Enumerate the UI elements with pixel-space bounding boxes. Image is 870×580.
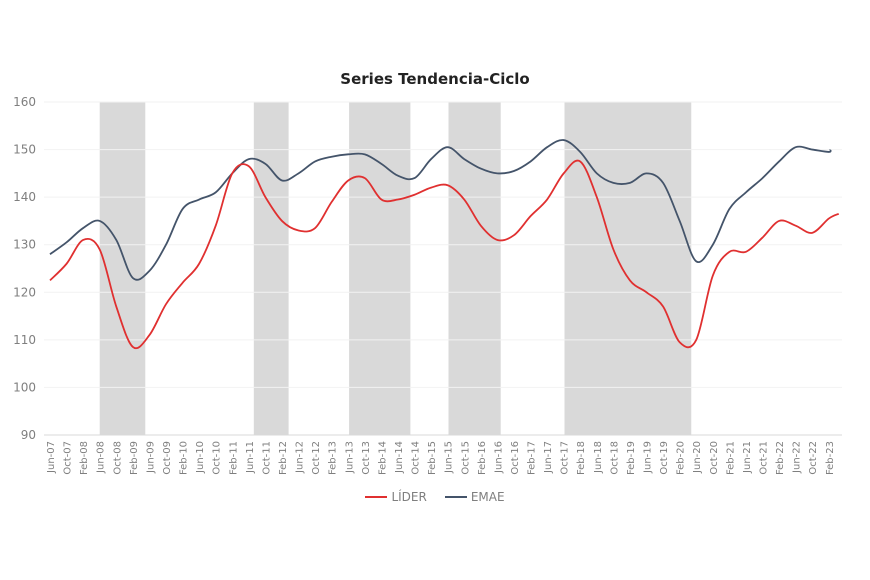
x-tick-label: Feb-16 [477,441,488,475]
y-axis: 90 100 110 120 130 140 150 160 [13,95,36,442]
x-tick-label: Jun-09 [145,441,156,474]
x-tick-label: Feb-11 [228,441,239,475]
x-tick-label: Jun-18 [593,441,604,474]
x-tick-label: Feb-10 [179,441,190,475]
y-tick-label: 130 [13,238,36,252]
legend: LÍDER EMAE [0,490,870,504]
x-tick-label: Feb-23 [825,441,836,475]
x-tick-label: Jun-12 [295,441,306,474]
x-tick-label: Jun-11 [245,441,256,474]
x-tick-label: Oct-16 [510,441,521,475]
x-tick-label: Jun-14 [394,441,405,474]
shaded-period [349,102,411,435]
x-tick-label: Feb-17 [527,441,538,475]
x-axis: Jun-07 Oct-07 Feb-08 Jun-08 Oct-08 Feb-09 Jun-… [46,441,836,475]
x-tick-label: Oct-20 [709,441,720,475]
legend-label-lider: LÍDER [391,490,427,504]
shaded-period [253,102,289,435]
x-tick-label: Jun-07 [46,441,57,474]
x-tick-label: Jun-19 [643,441,654,474]
x-tick-label: Oct-13 [361,441,372,475]
series-line-lider [49,159,840,350]
emae-swatch-icon [444,496,467,498]
y-tick-label: 150 [13,143,36,157]
x-tick-label: Oct-07 [63,441,74,475]
y-tick-label: 110 [13,333,36,347]
x-tick-label: Jun-21 [742,441,753,474]
shaded-period [99,102,146,435]
series-lines [49,139,840,350]
legend-label-emae: EMAE [470,490,505,504]
x-tick-label: Feb-08 [79,441,90,475]
gridlines [44,101,842,436]
x-tick-label: Oct-14 [411,441,422,475]
x-tick-label: Oct-19 [659,441,670,475]
x-tick-label: Jun-15 [444,441,455,474]
x-tick-label: Oct-12 [311,441,322,475]
series-line-emae [49,139,832,281]
x-tick-label: Oct-09 [162,441,173,475]
x-tick-label: Feb-19 [626,441,637,475]
x-tick-label: Oct-17 [560,441,571,475]
y-tick-label: 100 [13,380,36,394]
x-tick-label: Feb-20 [676,441,687,475]
shaded-period [448,102,501,435]
x-tick-label: Feb-15 [427,441,438,475]
x-tick-label: Jun-22 [792,441,803,474]
x-tick-label: Jun-17 [543,441,554,474]
x-tick-label: Feb-13 [328,441,339,475]
x-tick-label: Feb-21 [725,441,736,475]
x-tick-label: Jun-10 [195,441,206,474]
shaded-period [564,102,692,435]
chart-title: Series Tendencia-Ciclo [340,70,530,88]
x-tick-label: Oct-15 [460,441,471,475]
x-tick-label: Feb-22 [775,441,786,475]
x-tick-label: Feb-09 [129,441,140,475]
x-tick-label: Feb-14 [377,441,388,475]
x-tick-label: Oct-11 [261,441,272,475]
x-tick-label: Feb-12 [278,441,289,475]
legend-item-lider: LÍDER [365,490,427,504]
x-tick-label: Jun-13 [344,441,355,474]
x-tick-label: Jun-08 [96,441,107,474]
x-tick-label: Oct-22 [808,441,819,475]
y-tick-label: 160 [13,95,36,109]
x-tick-label: Oct-08 [112,441,123,475]
y-tick-label: 120 [13,285,36,299]
recession-shading [99,102,692,435]
lider-swatch-icon [365,496,388,498]
y-tick-label: 90 [21,428,36,442]
x-tick-label: Oct-10 [212,441,223,475]
x-tick-label: Oct-18 [609,441,620,475]
x-tick-label: Oct-21 [759,441,770,475]
x-tick-label: Jun-20 [692,441,703,474]
legend-item-emae: EMAE [444,490,505,504]
y-tick-label: 140 [13,190,36,204]
x-tick-label: Feb-18 [576,441,587,475]
x-tick-label: Jun-16 [493,441,504,474]
